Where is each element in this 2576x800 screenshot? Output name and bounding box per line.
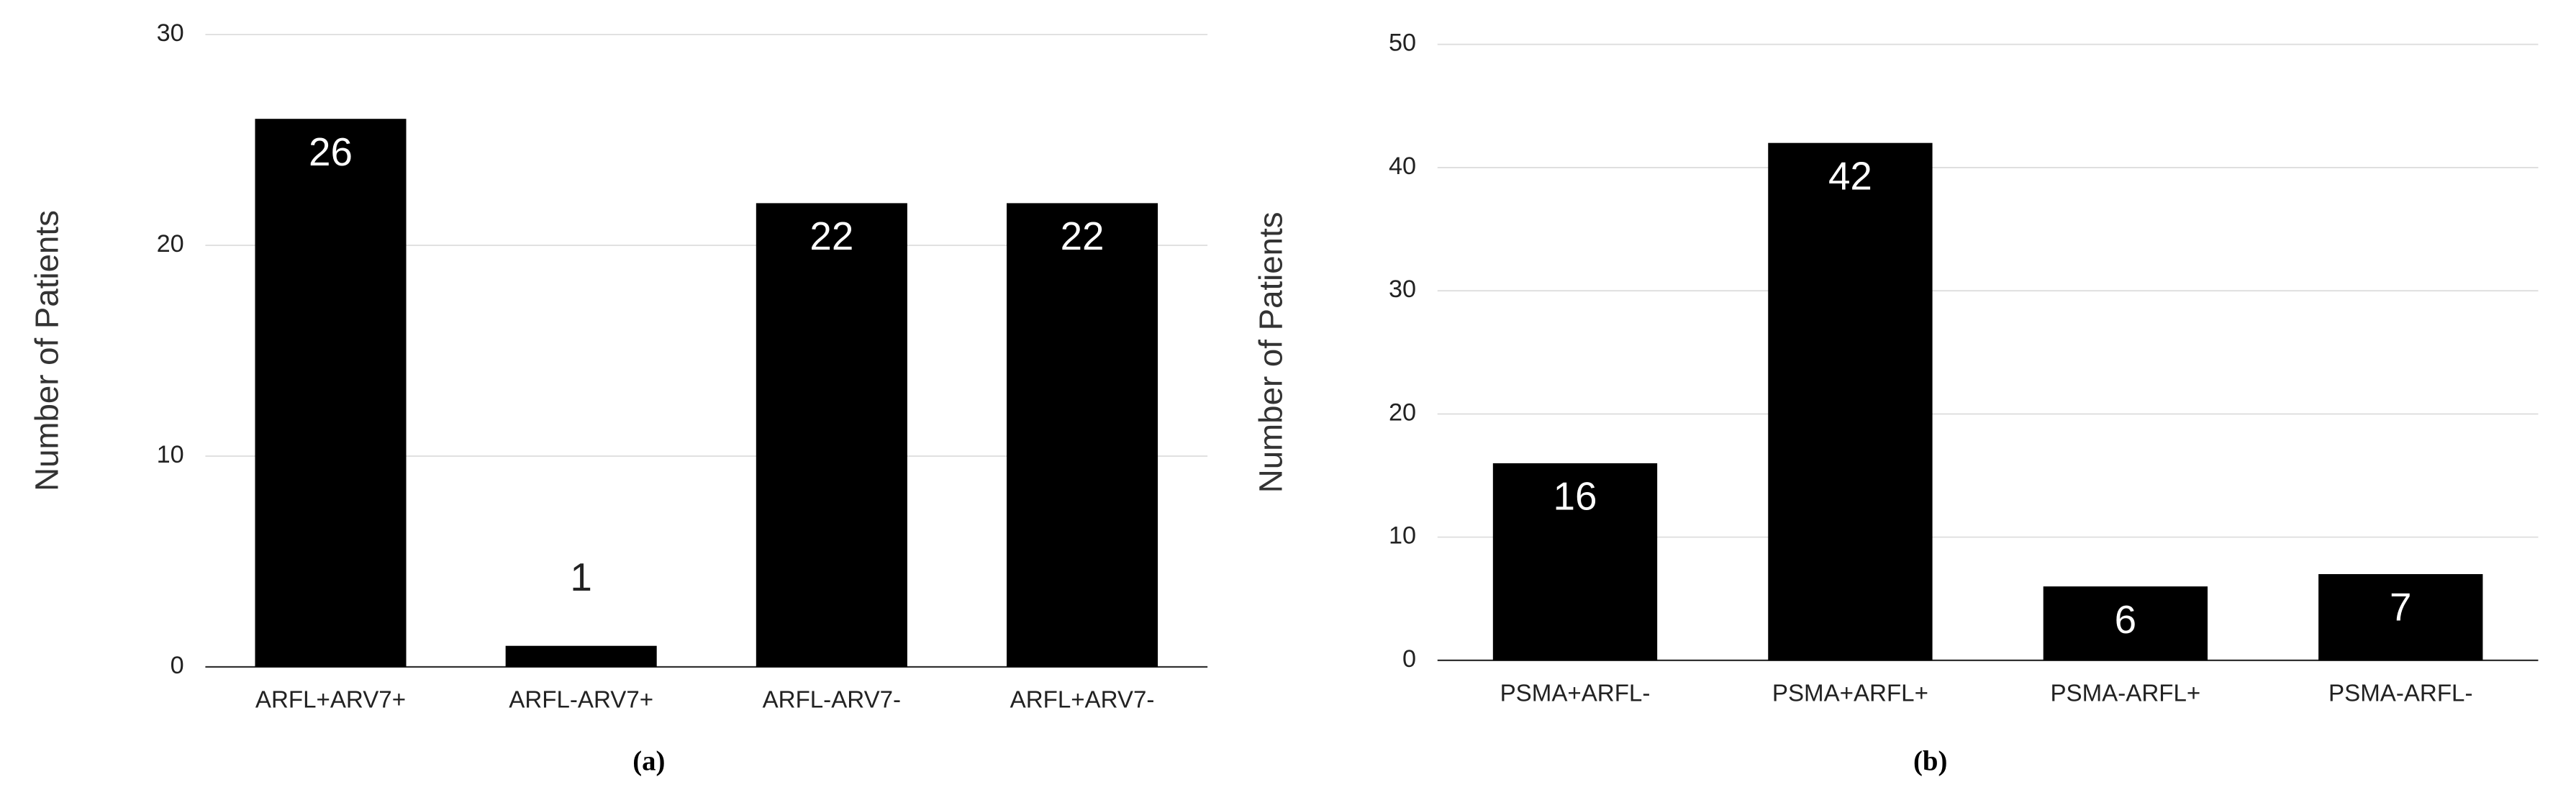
bar xyxy=(1007,203,1158,668)
bar xyxy=(756,203,907,668)
caption: (a) xyxy=(632,746,665,777)
value-label: 42 xyxy=(1828,153,1872,198)
bar xyxy=(2043,586,2208,660)
x-tick-label: ARFL+ARV7+ xyxy=(255,687,406,714)
x-tick-label: ARFL+ARV7- xyxy=(1010,687,1155,714)
y-axis-title: Number of Patients xyxy=(29,210,65,491)
value-label: 6 xyxy=(2115,597,2136,642)
x-tick-label: ARFL-ARV7+ xyxy=(509,687,653,714)
x-tick-label: PSMA-ARFL+ xyxy=(2050,681,2200,707)
y-tick-label: 10 xyxy=(157,441,184,468)
y-tick-label: 10 xyxy=(1389,522,1416,550)
y-tick-label: 50 xyxy=(1389,29,1416,57)
bar xyxy=(255,119,407,668)
bar xyxy=(1768,142,1933,660)
y-tick-label: 0 xyxy=(171,652,184,679)
y-tick-label: 40 xyxy=(1389,153,1416,180)
y-tick-label: 0 xyxy=(1402,645,1416,673)
bar xyxy=(2318,574,2483,660)
x-tick-label: ARFL-ARV7- xyxy=(763,687,902,714)
value-label: 16 xyxy=(1554,474,1597,519)
y-tick-label: 20 xyxy=(1389,399,1416,426)
x-tick-label: PSMA+ARFL- xyxy=(1500,681,1651,707)
y-tick-label: 30 xyxy=(1389,276,1416,303)
value-label: 7 xyxy=(2390,585,2411,629)
y-tick-label: 30 xyxy=(157,19,184,47)
value-label: 22 xyxy=(1061,214,1105,258)
value-label: 1 xyxy=(570,555,591,599)
x-tick-label: PSMA-ARFL- xyxy=(2328,681,2472,707)
y-axis-title: Number of Patients xyxy=(1253,212,1289,493)
value-label: 22 xyxy=(809,214,853,258)
x-tick-label: PSMA+ARFL+ xyxy=(1772,681,1928,707)
y-tick-label: 20 xyxy=(157,230,184,258)
bar xyxy=(1492,463,1658,660)
caption: (b) xyxy=(1913,746,1947,777)
bar xyxy=(505,645,657,668)
value-label: 26 xyxy=(309,129,353,174)
